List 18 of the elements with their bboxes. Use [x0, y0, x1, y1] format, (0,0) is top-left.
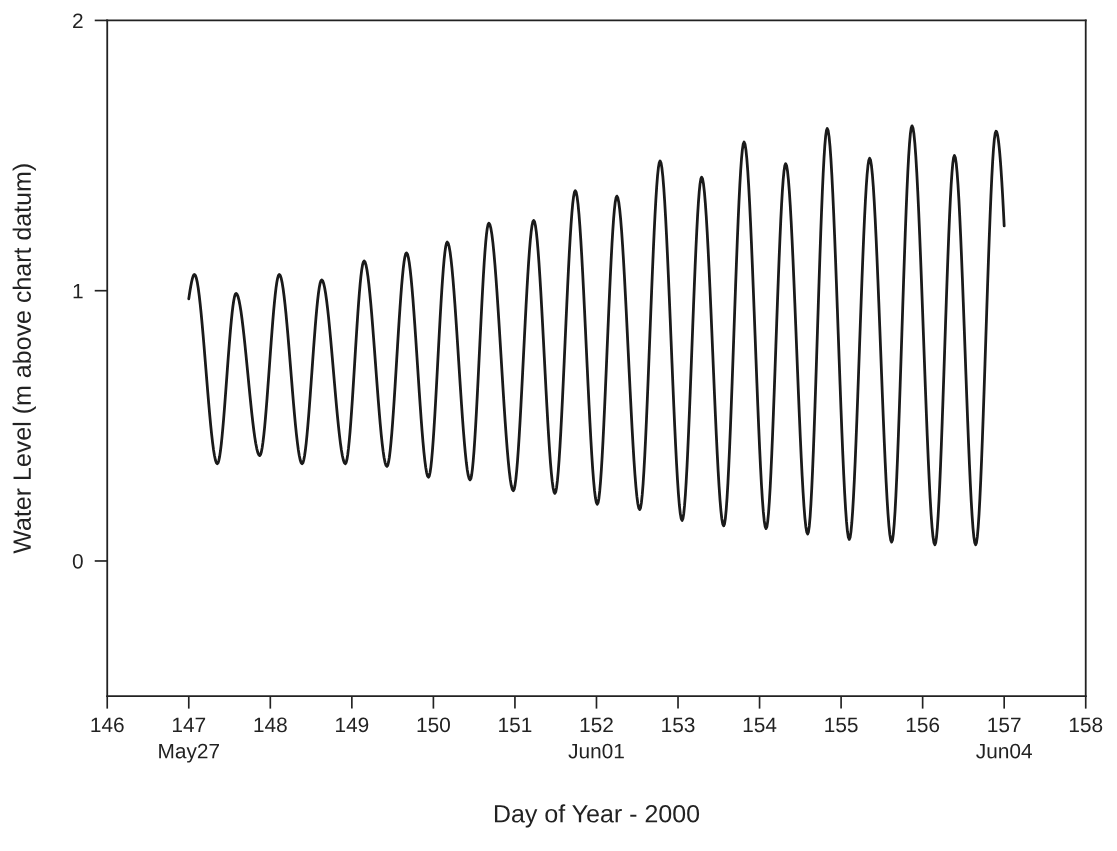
x-tick-label: 155 [825, 717, 858, 733]
x-tick-label: 149 [336, 717, 369, 733]
x-tick-label: 154 [743, 717, 777, 733]
x-axis-title: Day of Year - 2000 [494, 804, 700, 828]
y-axis-title: Water Level (m above chart datum) [12, 164, 36, 554]
x-tick-label: 146 [91, 717, 124, 733]
x-tick-label: 152 Jun01 [568, 717, 624, 759]
y-tick-label: 2 [73, 13, 83, 28]
x-tick-label: 150 [417, 717, 450, 733]
y-tick-label: 0 [72, 553, 83, 569]
x-tick-label: 158 [1069, 717, 1103, 733]
x-tick-label: 157 Jun04 [976, 717, 1032, 759]
x-tick-label: 153 [662, 717, 695, 733]
x-tick-label: 147 May27 [159, 717, 219, 763]
y-tick-label: 1 [73, 283, 83, 299]
x-tick-label: 156 [906, 717, 940, 733]
x-tick-label: 148 [254, 717, 287, 733]
x-tick-label: 151 [499, 717, 532, 733]
